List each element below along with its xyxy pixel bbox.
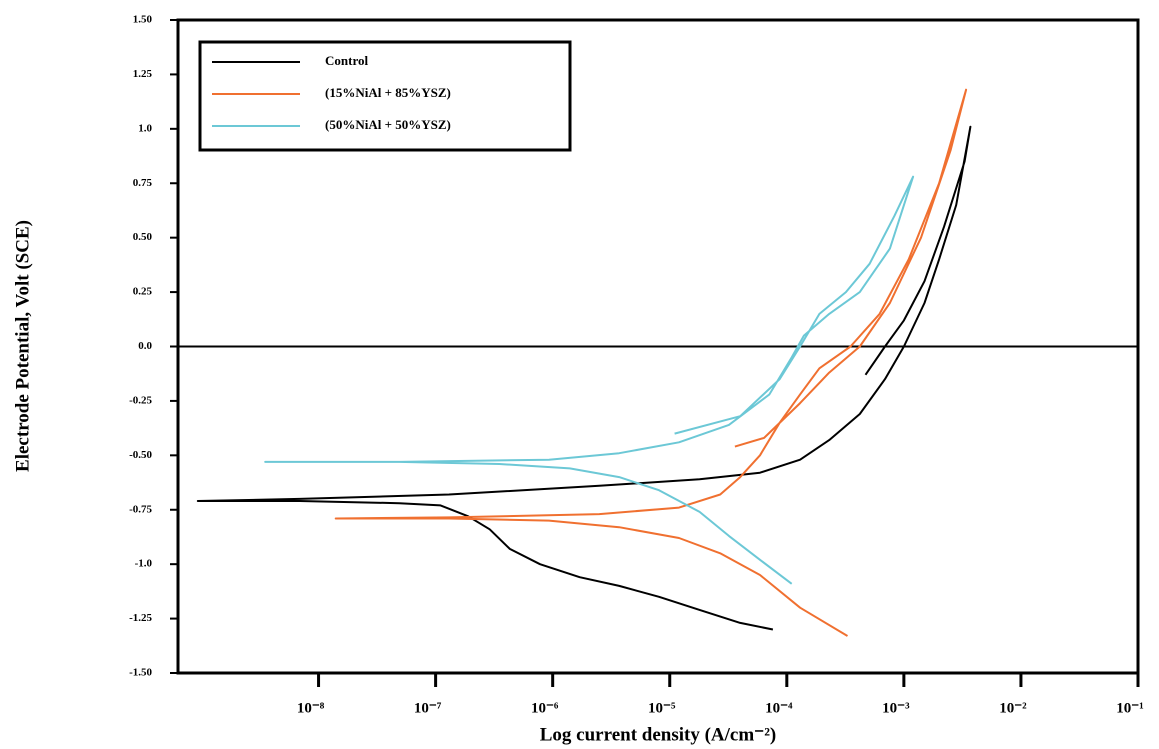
y-tick-label: 1.50: [133, 14, 153, 26]
y-tick-label: 0.25: [133, 286, 153, 298]
series-line: [264, 175, 915, 585]
y-tick-label: -1.25: [129, 612, 152, 624]
y-tick-label: 0.0: [138, 340, 152, 352]
y-tick-label: -1.50: [129, 667, 152, 679]
y-tick-label: -0.25: [129, 394, 152, 406]
x-tick-label: 10⁻⁷: [414, 700, 442, 716]
y-tick-label: 1.0: [138, 122, 152, 134]
x-axis-label: Log current density (A/cm⁻²): [540, 724, 776, 745]
y-tick-label: -0.75: [129, 503, 152, 515]
x-tick-label: 10⁻⁶: [531, 700, 559, 716]
legend-box: [198, 40, 572, 152]
y-tick-label: -1.0: [135, 558, 153, 570]
x-tick-label: 10⁻⁴: [765, 700, 793, 716]
legend-label: (15%NiAl + 85%YSZ): [325, 85, 451, 100]
x-tick-label: 10⁻⁸: [297, 700, 325, 716]
y-tick-label: 0.50: [133, 231, 153, 243]
series-line: [334, 88, 968, 637]
x-tick-label: 10⁻¹: [1116, 700, 1143, 716]
series-line: [196, 125, 972, 631]
x-tick-label: 10⁻³: [882, 700, 910, 716]
y-tick-label: -0.50: [129, 449, 152, 461]
y-axis-label: Electrode Potential, Volt (SCE): [12, 220, 33, 472]
x-tick-label: 10⁻⁵: [648, 700, 676, 716]
y-tick-label: 0.75: [133, 177, 153, 189]
y-tick-label: 1.25: [133, 68, 153, 80]
legend-label: (50%NiAl + 50%YSZ): [325, 117, 451, 132]
legend-label: Control: [325, 53, 368, 68]
x-tick-label: 10⁻²: [999, 700, 1027, 716]
